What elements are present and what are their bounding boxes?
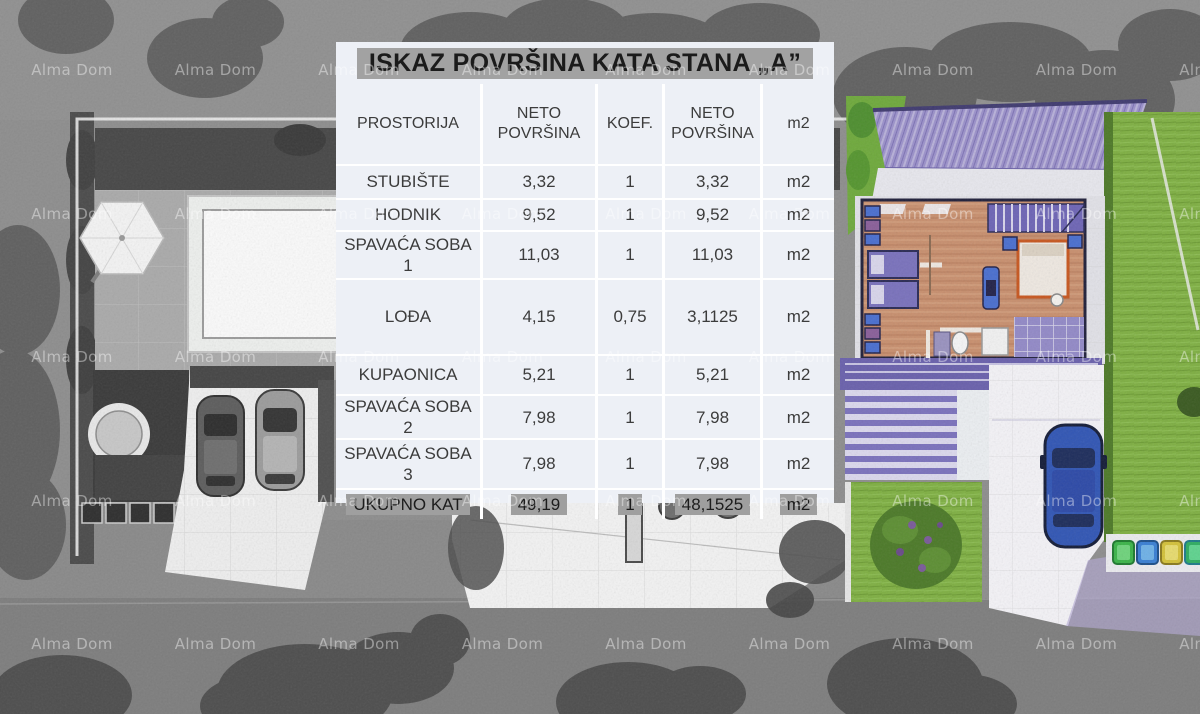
cell-value: 1 [595, 396, 662, 439]
cell-value: 1 [595, 200, 662, 230]
column-header: PROSTORIJA [357, 115, 459, 132]
table-row: HODNIK 9,52 1 9,52 m2 [336, 198, 834, 230]
cell-value: 48,1525 [662, 490, 760, 519]
table-row: KUPAONICA 5,21 1 5,21 m2 [336, 354, 834, 394]
room-name: UKUPNO KAT [336, 490, 480, 519]
cell-value: 7,98 [480, 440, 595, 488]
table-row: STUBIŠTE 3,32 1 3,32 m2 [336, 164, 834, 198]
cell-value: 0,75 [595, 280, 662, 354]
cell-value: m2 [760, 200, 834, 230]
cell-value: 5,21 [662, 356, 760, 394]
cell-value: m2 [760, 356, 834, 394]
table-row: UKUPNO KAT 49,19 1 48,1525 m2 [336, 488, 834, 519]
table-row: SPAVAĆA SOBA 2 7,98 1 7,98 m2 [336, 394, 834, 439]
room-name: LOĐA [384, 307, 432, 327]
table-row: SPAVAĆA SOBA 3 7,98 1 7,98 m2 [336, 438, 834, 488]
cell-value: 7,98 [662, 396, 760, 439]
cell-value: 11,03 [662, 232, 760, 278]
cell-value: 11,03 [480, 232, 595, 278]
cell-value: 1 [595, 440, 662, 488]
column-header: KOEF. [595, 84, 662, 164]
table-body: STUBIŠTE 3,32 1 3,32 m2 HODNIK 9,52 1 9,52 m2 SPAV… [336, 164, 834, 519]
cell-value: m2 [760, 232, 834, 278]
room-name: SPAVAĆA SOBA 1 [344, 234, 472, 275]
room-name: SPAVAĆA SOBA 3 [344, 443, 472, 484]
column-header: NETO POVRŠINA [480, 84, 595, 164]
cell-value: 3,1125 [662, 280, 760, 354]
table-title-row: ISKAZ POVRŠINA KATA STANA „A” [336, 42, 834, 84]
cell-value: 9,52 [662, 200, 760, 230]
cell-value: m2 [760, 440, 834, 488]
column-header: m2 [760, 84, 834, 164]
cell-value: m2 [760, 280, 834, 354]
table-title: ISKAZ POVRŠINA KATA STANA „A” [356, 47, 814, 79]
cell-value: 3,32 [662, 166, 760, 198]
table-row: SPAVAĆA SOBA 1 11,03 1 11,03 m2 [336, 230, 834, 278]
column-header: NETO POVRŠINA [662, 84, 760, 164]
room-name: STUBIŠTE [366, 172, 450, 192]
room-name: SPAVAĆA SOBA 2 [344, 397, 472, 438]
cell-value: 1 [595, 232, 662, 278]
cell-value: 1 [595, 490, 662, 519]
cell-value: 4,15 [480, 280, 595, 354]
cell-value: 9,52 [480, 200, 595, 230]
cell-value: 7,98 [662, 440, 760, 488]
room-name: KUPAONICA [358, 365, 458, 385]
cell-value: 5,21 [480, 356, 595, 394]
room-name: HODNIK [374, 205, 442, 225]
cell-value: m2 [760, 396, 834, 439]
area-table-panel: ISKAZ POVRŠINA KATA STANA „A” PROSTORIJA… [336, 42, 834, 519]
cell-value: 3,32 [480, 166, 595, 198]
cell-value: m2 [760, 166, 834, 198]
table-header-row: PROSTORIJA NETO POVRŠINA KOEF. NETO POVRŠIN… [336, 84, 834, 164]
cell-value: 7,98 [480, 396, 595, 439]
cell-value: 49,19 [480, 490, 595, 519]
cell-value: 1 [595, 356, 662, 394]
cell-value: 1 [595, 166, 662, 198]
cell-value: m2 [760, 490, 834, 519]
table-row: LOĐA 4,15 0,75 3,1125 m2 [336, 278, 834, 354]
